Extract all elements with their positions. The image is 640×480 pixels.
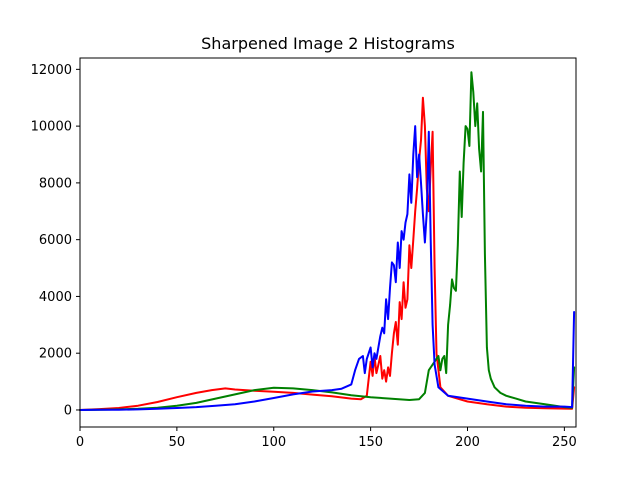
y-tick-label: 0 <box>64 403 72 418</box>
x-tick-label: 0 <box>76 435 84 450</box>
x-tick-label: 150 <box>358 435 383 450</box>
y-tick-label: 10000 <box>31 120 72 135</box>
x-tick-label: 250 <box>552 435 577 450</box>
y-tick-label: 4000 <box>39 290 72 305</box>
series-line-0 <box>79 96 576 411</box>
y-axis: 0 2000 4000 6000 8000 10000 12000 <box>31 63 80 418</box>
x-tick-label: 50 <box>169 435 186 450</box>
series-layer <box>79 71 576 411</box>
y-tick-label: 8000 <box>39 176 72 191</box>
y-tick-label: 2000 <box>39 347 72 362</box>
x-axis: 0 50 100 150 200 250 <box>76 427 577 450</box>
y-tick-label: 6000 <box>39 233 72 248</box>
y-tick-label: 12000 <box>31 63 72 78</box>
series-line-1 <box>79 71 576 411</box>
plot-area-frame <box>79 57 577 428</box>
series-line-2 <box>79 125 576 411</box>
x-tick-label: 100 <box>261 435 286 450</box>
x-tick-label: 200 <box>455 435 480 450</box>
chart-title: Sharpened Image 2 Histograms <box>201 34 455 53</box>
